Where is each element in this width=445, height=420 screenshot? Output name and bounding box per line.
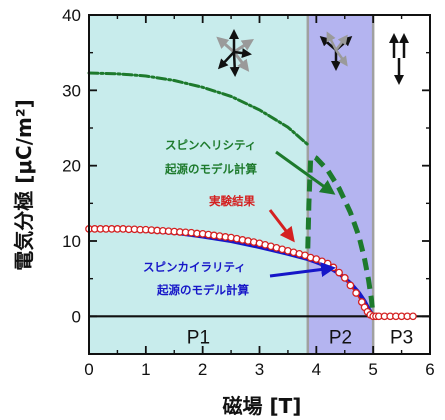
- spin-icon-p3: [389, 33, 409, 85]
- spin-icon-p2: [319, 31, 353, 71]
- data-point-experiment: [352, 289, 360, 297]
- annotation-chirality-line2: 起源のモデル計算: [156, 283, 249, 297]
- x-axis-title: 磁場 [T]: [223, 394, 302, 418]
- data-point-experiment: [346, 281, 355, 290]
- axes: 0 1 2 3 4 5 6 0 10 20 30 40: [62, 6, 435, 379]
- data-point-experiment: [409, 312, 417, 321]
- y-tick-label: 20: [62, 157, 81, 176]
- spin-icon-p1: [216, 29, 255, 77]
- y-tick-label: 10: [62, 232, 81, 251]
- annotation-chirality-line1: スピンカイラリティ: [143, 260, 246, 274]
- x-tick-label: 0: [84, 360, 93, 379]
- annotation-arrow-experiment: [268, 209, 295, 243]
- x-tick-label: 5: [368, 360, 377, 379]
- annotation-arrow-helicity: [275, 150, 336, 195]
- y-tick-label: 30: [62, 81, 81, 100]
- annotation-arrow-chirality: [269, 262, 336, 278]
- phase-label-p2: P2: [329, 328, 352, 349]
- series-line-helicity-p1: [87, 71, 310, 147]
- phase-label-p1: P1: [187, 328, 210, 349]
- y-tick-label: 40: [62, 6, 81, 25]
- phase-regions: [89, 15, 430, 354]
- x-tick-label: 2: [198, 360, 207, 379]
- annotation-experiment: 実験結果: [209, 194, 255, 208]
- phase-region-p3: [373, 15, 430, 354]
- annotation-helicity-line1: スピンヘリシティ: [165, 138, 256, 152]
- data-point-experiment: [340, 274, 349, 282]
- y-tick-label: 0: [72, 307, 81, 326]
- x-tick-label: 1: [141, 360, 150, 379]
- x-tick-label: 6: [425, 360, 434, 379]
- phase-region-p1: [89, 15, 308, 354]
- y-axis-title: 電気分極 [μC/m²]: [12, 99, 36, 271]
- phase-label-p3: P3: [390, 328, 413, 349]
- annotation-helicity-line2: 起源のモデル計算: [164, 162, 257, 176]
- data-point-experiment: [335, 268, 343, 277]
- series-line-helicity-p2: [305, 153, 376, 317]
- x-tick-label: 4: [312, 360, 321, 379]
- x-tick-label: 3: [255, 360, 264, 379]
